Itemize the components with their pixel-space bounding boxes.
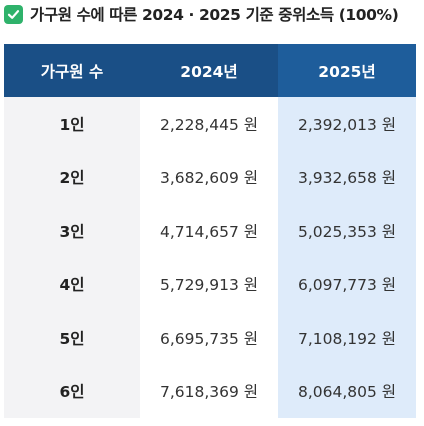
value-2024: 5,729,913 원	[140, 257, 278, 311]
table-row: 4인 5,729,913 원 6,097,773 원	[4, 257, 416, 311]
table-header: 가구원 수 2024년 2025년	[4, 44, 416, 97]
value-2025: 6,097,773 원	[278, 257, 416, 311]
value-2025: 2,392,013 원	[278, 97, 416, 151]
value-2024: 3,682,609 원	[140, 150, 278, 204]
header-household-size: 가구원 수	[4, 44, 140, 97]
value-2025: 8,064,805 원	[278, 364, 416, 418]
header-2025: 2025년	[278, 44, 416, 97]
value-2024: 6,695,735 원	[140, 311, 278, 365]
row-label: 5인	[4, 311, 140, 365]
table-row: 5인 6,695,735 원 7,108,192 원	[4, 311, 416, 365]
row-label: 6인	[4, 364, 140, 418]
row-label: 2인	[4, 150, 140, 204]
check-icon	[4, 4, 23, 24]
row-label: 4인	[4, 257, 140, 311]
table-body: 1인 2,228,445 원 2,392,013 원 2인 3,682,609 …	[4, 97, 416, 418]
median-income-table: 가구원 수 2024년 2025년 1인 2,228,445 원 2,392,0…	[4, 44, 416, 418]
header-2024: 2024년	[140, 44, 278, 97]
row-label: 1인	[4, 97, 140, 151]
value-2025: 5,025,353 원	[278, 204, 416, 258]
title-text: 가구원 수에 따른 2024 · 2025 기준 중위소득 (100%)	[30, 6, 399, 24]
value-2024: 4,714,657 원	[140, 204, 278, 258]
value-2024: 7,618,369 원	[140, 364, 278, 418]
table-row: 6인 7,618,369 원 8,064,805 원	[4, 364, 416, 418]
section-title: 가구원 수에 따른 2024 · 2025 기준 중위소득 (100%)	[4, 2, 399, 26]
table-row: 1인 2,228,445 원 2,392,013 원	[4, 97, 416, 151]
table-row: 2인 3,682,609 원 3,932,658 원	[4, 150, 416, 204]
header-row: 가구원 수 2024년 2025년	[4, 44, 416, 97]
value-2025: 3,932,658 원	[278, 150, 416, 204]
value-2024: 2,228,445 원	[140, 97, 278, 151]
value-2025: 7,108,192 원	[278, 311, 416, 365]
table-row: 3인 4,714,657 원 5,025,353 원	[4, 204, 416, 258]
row-label: 3인	[4, 204, 140, 258]
